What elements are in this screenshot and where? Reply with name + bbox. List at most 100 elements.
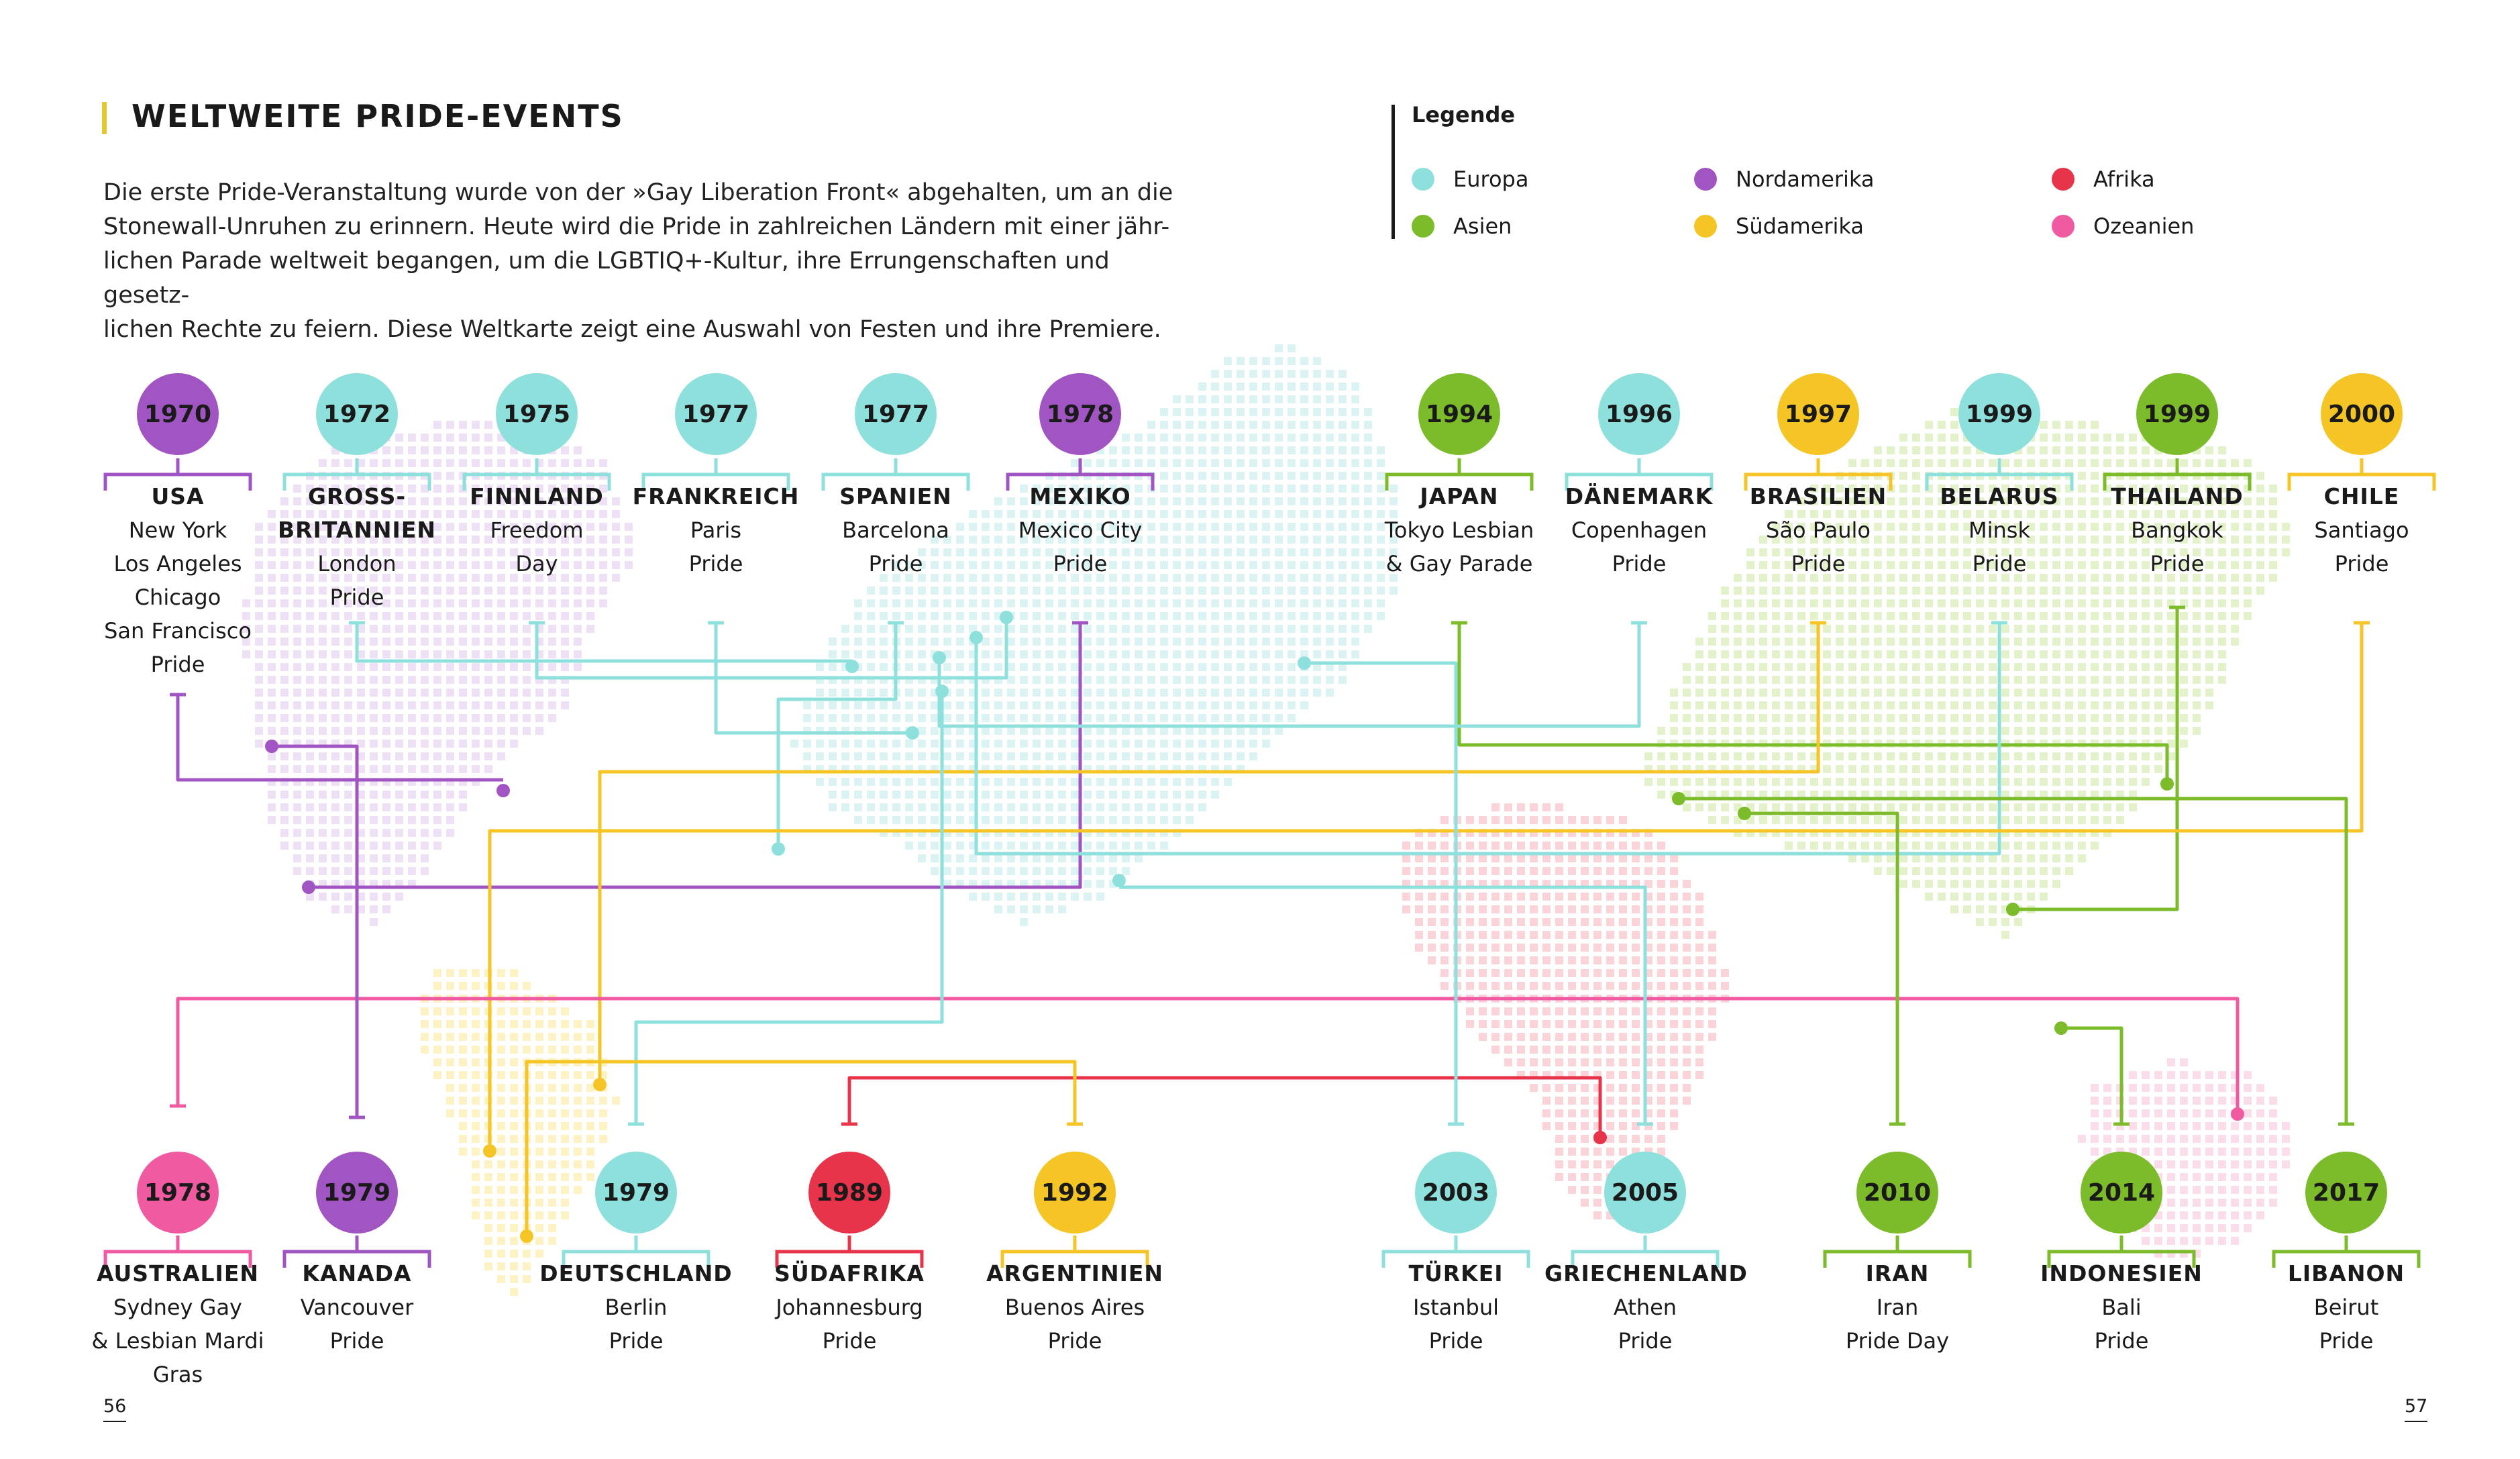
event-bracket bbox=[462, 458, 611, 491]
event-label: AUSTRALIEN Sydney Gay & Lesbian Mardi Gras bbox=[77, 1257, 278, 1391]
event-name: Pride bbox=[1612, 551, 1667, 576]
event-name: Pride bbox=[822, 1328, 877, 1354]
event-name: São Paulo bbox=[1766, 517, 1871, 543]
legend-dot bbox=[2052, 215, 2075, 238]
year-badge: 1992 bbox=[1034, 1152, 1116, 1234]
event-name: San Francisco bbox=[104, 618, 252, 644]
event-name: Freedom bbox=[490, 517, 584, 543]
connector-line bbox=[272, 744, 359, 1117]
event-bracket bbox=[2272, 1236, 2421, 1268]
legend-dot bbox=[1694, 215, 1717, 238]
connector-line bbox=[714, 623, 912, 735]
country-name: CHILE bbox=[2323, 483, 2400, 509]
event-name: Paris bbox=[690, 517, 742, 543]
event-bracket bbox=[103, 458, 252, 491]
event-label: FRANKREICH Paris Pride bbox=[615, 480, 817, 581]
intro-line: lichen Parade weltweit begangen, um die … bbox=[103, 248, 1110, 309]
location-dot bbox=[935, 685, 949, 698]
connector-line bbox=[1457, 623, 2169, 784]
location-dot bbox=[969, 631, 983, 644]
event-name: Tokyo Lesbian bbox=[1384, 517, 1534, 543]
event-name: Mexico City bbox=[1018, 517, 1143, 543]
event-name: Berlin bbox=[605, 1295, 668, 1320]
country-name: DÄNEMARK bbox=[1565, 483, 1714, 509]
connector-line bbox=[309, 623, 1082, 889]
event-name: New York bbox=[128, 517, 227, 543]
country-name: TÜRKEI bbox=[1408, 1260, 1504, 1287]
event-name: Iran bbox=[1876, 1295, 1919, 1320]
legend-item-suedamerika: Südamerika bbox=[1694, 213, 1864, 239]
event-bracket bbox=[1823, 1236, 1972, 1268]
event-bracket bbox=[2287, 458, 2436, 491]
location-dot bbox=[772, 842, 785, 856]
event-bracket bbox=[1381, 1236, 1530, 1268]
event-name: Chicago bbox=[134, 585, 221, 610]
event-name: Beirut bbox=[2313, 1295, 2379, 1320]
event-bracket bbox=[1565, 458, 1714, 491]
intro-text: Die erste Pride-Veranstaltung wurde von … bbox=[103, 176, 1177, 347]
event-name: Pride bbox=[329, 585, 384, 610]
event-label: INDONESIEN Bali Pride bbox=[2021, 1257, 2222, 1358]
event-bracket bbox=[282, 458, 431, 491]
intro-line: Die erste Pride-Veranstaltung wurde von … bbox=[103, 179, 1173, 206]
location-dot bbox=[1000, 611, 1013, 624]
event-name: Pride bbox=[2334, 551, 2389, 576]
location-dot bbox=[845, 660, 859, 673]
event-name: Athen bbox=[1613, 1295, 1677, 1320]
year-badge: 2000 bbox=[2321, 373, 2403, 455]
event-label: FINNLAND Freedom Day bbox=[436, 480, 637, 581]
event-bracket bbox=[103, 1236, 252, 1268]
event-name: & Gay Parade bbox=[1385, 551, 1533, 576]
location-dot bbox=[1298, 656, 1311, 670]
event-name: Pride bbox=[1791, 551, 1846, 576]
connector-line bbox=[937, 623, 1641, 728]
event-name: Pride bbox=[1428, 1328, 1483, 1354]
event-bracket bbox=[562, 1236, 711, 1268]
country-name: DEUTSCHLAND bbox=[539, 1260, 733, 1287]
location-dot bbox=[1112, 874, 1126, 887]
legend-item-europa: Europa bbox=[1412, 166, 1528, 192]
location-dot bbox=[1738, 807, 1751, 820]
event-name: Santiago bbox=[2314, 517, 2409, 543]
event-name: Bangkok bbox=[2131, 517, 2223, 543]
year-badge: 1979 bbox=[595, 1152, 677, 1234]
year-badge: 1977 bbox=[675, 373, 757, 455]
event-name: London bbox=[317, 551, 397, 576]
country-name: GRIECHENLAND bbox=[1544, 1260, 1748, 1287]
location-dot bbox=[593, 1078, 607, 1091]
map-region-af bbox=[1402, 803, 1729, 1219]
legend-label: Ozeanien bbox=[2093, 213, 2195, 239]
page-title: WELTWEITE PRIDE-EVENTS bbox=[132, 98, 624, 134]
location-dot bbox=[496, 784, 510, 797]
location-dot bbox=[265, 740, 278, 753]
connector-line bbox=[1119, 885, 1647, 1124]
event-label: IRAN Iran Pride Day bbox=[1797, 1257, 1998, 1358]
country-name: ARGENTINIEN bbox=[986, 1260, 1164, 1287]
year-badge: 1972 bbox=[316, 373, 398, 455]
event-name: Pride bbox=[2150, 551, 2205, 576]
connector-line bbox=[525, 1060, 1077, 1236]
legend-dot bbox=[1412, 215, 1434, 238]
event-name: Pride bbox=[2319, 1328, 2374, 1354]
event-name: Pride bbox=[868, 551, 923, 576]
legend-label: Asien bbox=[1453, 213, 1512, 239]
event-label: DÄNEMARK Copenhagen Pride bbox=[1538, 480, 1740, 581]
year-badge: 1978 bbox=[137, 1152, 219, 1234]
legend-item-afrika: Afrika bbox=[2052, 166, 2155, 192]
legend-label: Afrika bbox=[2093, 166, 2155, 192]
event-label: TÜRKEI Istanbul Pride bbox=[1355, 1257, 1557, 1358]
event-bracket bbox=[1925, 458, 2074, 491]
year-badge: 2010 bbox=[1856, 1152, 1938, 1234]
location-dot bbox=[933, 651, 946, 664]
legend-label: Südamerika bbox=[1736, 213, 1864, 239]
event-bracket bbox=[775, 1236, 924, 1268]
location-dot bbox=[1593, 1131, 1607, 1144]
country-name: MEXIKO bbox=[1029, 483, 1131, 509]
year-badge: 1999 bbox=[2136, 373, 2218, 455]
connector-line bbox=[176, 695, 503, 782]
event-name: Day bbox=[515, 551, 558, 576]
event-name: Pride bbox=[150, 652, 205, 677]
year-badge: 2014 bbox=[2081, 1152, 2162, 1234]
